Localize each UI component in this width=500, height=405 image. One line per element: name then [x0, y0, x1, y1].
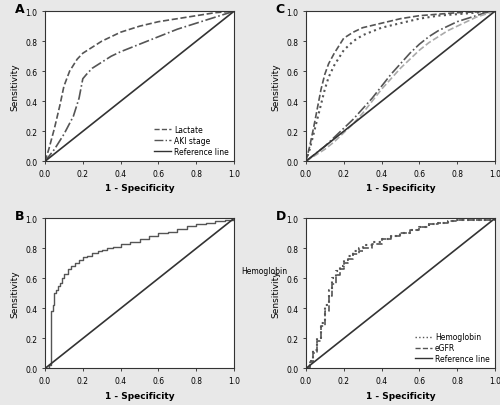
Y-axis label: Sensitivity: Sensitivity [10, 63, 20, 111]
Y-axis label: Sensitivity: Sensitivity [272, 270, 280, 318]
X-axis label: 1 - Specificity: 1 - Specificity [104, 184, 174, 193]
Text: D: D [276, 210, 286, 223]
Y-axis label: Sensitivity: Sensitivity [10, 270, 20, 318]
Text: C: C [276, 3, 285, 16]
Text: Hemoglobin: Hemoglobin [242, 267, 288, 276]
X-axis label: 1 - Specificity: 1 - Specificity [366, 184, 436, 193]
Text: A: A [14, 3, 24, 16]
Legend: Hemoglobin, eGFR, Reference line: Hemoglobin, eGFR, Reference line [414, 331, 491, 365]
Legend: Lactate, AKI stage, Reference line: Lactate, AKI stage, Reference line [152, 124, 230, 158]
X-axis label: 1 - Specificity: 1 - Specificity [104, 391, 174, 400]
Y-axis label: Sensitivity: Sensitivity [272, 63, 280, 111]
X-axis label: 1 - Specificity: 1 - Specificity [366, 391, 436, 400]
Text: B: B [14, 210, 24, 223]
